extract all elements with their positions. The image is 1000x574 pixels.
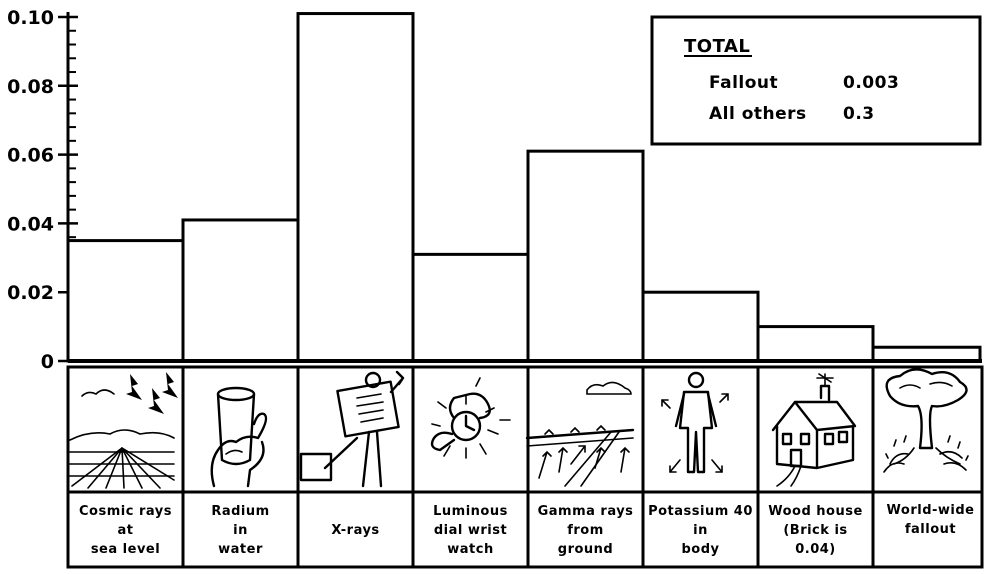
category-label: World-wide fallout — [887, 503, 975, 537]
bar-rect — [756, 325, 875, 363]
legend-row-fallout-label: Fallout — [709, 73, 778, 93]
bar-rect — [296, 12, 415, 363]
category-label: Radium in water — [211, 504, 269, 557]
category-label-line: World-wide — [887, 503, 975, 518]
bar — [66, 239, 185, 363]
category-label: Gamma rays from ground — [538, 504, 634, 557]
category-label-line: ground — [558, 542, 613, 557]
bar-rect — [66, 239, 185, 363]
legend-box: TOTAL Fallout 0.003 All others 0.3 — [650, 15, 982, 146]
bar — [181, 218, 300, 363]
category-labels: Cosmic rays at sea level Radium in water X-ray… — [79, 503, 974, 557]
y-tick-label: 0.04 — [7, 213, 54, 235]
bar-rect — [181, 218, 300, 363]
category-label: Potassium 40 in body — [648, 504, 753, 557]
y-tick-label: 0.10 — [7, 7, 54, 29]
y-tick-label: 0.08 — [7, 76, 54, 98]
category-label-line: Radium — [211, 504, 269, 519]
y-tick-label: 0.02 — [7, 282, 54, 304]
fallout-cloud-icon — [883, 368, 969, 473]
category-panel — [66, 359, 984, 569]
legend-row-others-label: All others — [709, 104, 807, 124]
category-label-line: from — [567, 523, 604, 538]
category-label-line: watch — [447, 542, 493, 557]
category-label-line: (Brick is — [783, 523, 847, 538]
category-label-line: in — [693, 523, 708, 538]
category-label-line: Luminous — [433, 504, 508, 519]
bar — [411, 252, 530, 363]
wrist-watch-icon — [430, 377, 511, 459]
bar-rect — [526, 149, 645, 363]
category-label-line: X-rays — [331, 523, 379, 538]
category-label: X-rays — [331, 523, 379, 538]
potassium-body-icon — [661, 371, 729, 474]
radium-water-icon — [210, 386, 268, 488]
category-label: Cosmic rays at sea level — [79, 504, 172, 557]
category-label-line: sea level — [91, 542, 160, 557]
category-label-line: at — [118, 523, 134, 538]
bar — [756, 325, 875, 363]
bar-rect — [871, 345, 982, 363]
bar — [641, 290, 760, 363]
cosmic-rays-icon — [69, 372, 178, 489]
bar-rect — [411, 252, 530, 363]
wood-house-icon — [771, 373, 857, 487]
category-label-line: dial wrist — [434, 523, 507, 538]
category-label-line: Wood house — [768, 504, 863, 519]
bar — [526, 149, 645, 363]
bar — [871, 345, 982, 363]
legend-title: TOTAL — [684, 36, 750, 57]
gamma-ground-icon — [525, 381, 635, 487]
category-label-line: Cosmic rays — [79, 504, 172, 519]
category-icons — [69, 368, 969, 489]
category-label: Luminous dial wrist watch — [433, 504, 508, 557]
category-label-line: fallout — [905, 522, 956, 537]
x-ray-icon — [299, 370, 405, 488]
bars — [66, 12, 982, 363]
legend-row-others-value: 0.3 — [843, 104, 875, 124]
y-tick-label: 0.06 — [7, 145, 54, 167]
category-label: Wood house (Brick is 0.04) — [768, 504, 863, 557]
legend-frame — [650, 15, 982, 146]
legend-row-fallout-value: 0.003 — [843, 73, 899, 93]
category-label-line: water — [218, 542, 263, 557]
bar — [296, 12, 415, 363]
category-label-line: in — [233, 523, 248, 538]
category-label-line: Gamma rays — [538, 504, 634, 519]
y-tick-label: 0 — [41, 351, 54, 373]
category-label-line: Potassium 40 — [648, 504, 753, 519]
panel-frame — [66, 365, 984, 569]
category-label-line: body — [681, 542, 719, 557]
bar-rect — [641, 290, 760, 363]
category-label-line: 0.04) — [795, 542, 836, 557]
